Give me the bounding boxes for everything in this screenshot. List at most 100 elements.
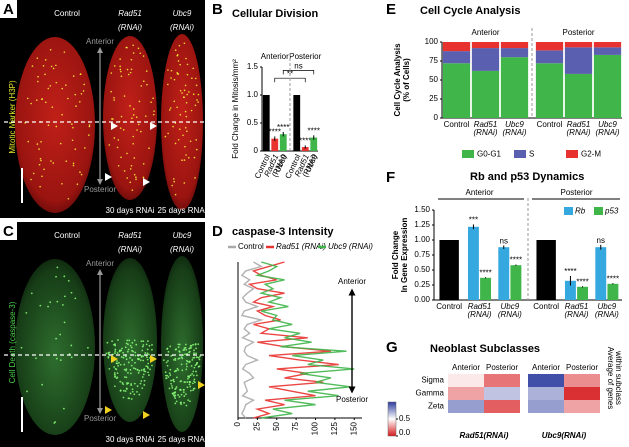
signal-dot <box>142 55 145 57</box>
signal-dot <box>38 148 40 150</box>
signal-dot <box>67 279 70 282</box>
legend-label: Control <box>238 242 264 251</box>
signal-dot <box>145 70 148 72</box>
side-label: Cell Death (caspase-3) <box>8 301 17 383</box>
signal-dot <box>175 376 178 379</box>
signal-dot <box>131 349 133 352</box>
signal-dot <box>172 393 174 395</box>
signal-dot <box>180 403 183 406</box>
signal-dot <box>30 102 32 105</box>
signal-dot <box>178 395 181 398</box>
signal-dot <box>195 148 198 151</box>
signal-dot <box>140 340 143 343</box>
signal-dot <box>177 60 180 62</box>
signal-dot <box>80 93 83 95</box>
signal-dot <box>140 380 143 382</box>
signal-dot <box>177 73 180 75</box>
signal-dot <box>194 343 197 345</box>
significance: **** <box>510 256 522 265</box>
signal-dot <box>148 147 150 150</box>
x-tick-label: 150 <box>349 421 358 435</box>
signal-dot <box>191 382 194 385</box>
signal-dot <box>130 398 133 400</box>
arrowhead <box>198 381 205 389</box>
colorbar-tick-label: 0.5 <box>399 414 411 423</box>
signal-dot <box>119 363 122 366</box>
bar-segment <box>471 42 500 49</box>
signal-dot <box>167 132 169 135</box>
signal-dot <box>116 372 119 375</box>
signal-dot <box>176 106 178 109</box>
heat-cell <box>448 400 484 413</box>
y-axis-title: In Gene Expression <box>400 218 409 293</box>
signal-dot <box>118 350 121 352</box>
signal-dot <box>182 391 185 394</box>
signal-dot <box>131 388 134 391</box>
signal-dot <box>168 372 171 375</box>
signal-dot <box>130 384 133 386</box>
column-label: Control <box>54 231 80 240</box>
signal-dot <box>133 157 136 159</box>
signal-dot <box>132 367 135 370</box>
signal-dot <box>116 360 118 362</box>
timepoint-label: 25 days RNAi <box>158 206 207 215</box>
posterior-label: Posterior <box>84 185 116 194</box>
signal-dot <box>193 156 196 159</box>
signal-dot <box>52 67 55 70</box>
signal-dot <box>32 172 35 175</box>
signal-dot <box>144 352 147 354</box>
signal-dot <box>183 159 186 161</box>
signal-dot <box>175 348 178 351</box>
group-label: Anterior <box>261 52 289 61</box>
bar-segment <box>471 48 500 71</box>
signal-dot <box>47 305 49 308</box>
signal-dot <box>169 107 172 109</box>
signal-dot <box>79 171 81 173</box>
signal-dot <box>127 397 130 400</box>
signal-dot <box>63 51 66 53</box>
significance: ns <box>500 237 508 246</box>
panel-letter: D <box>212 223 223 240</box>
signal-dot <box>135 176 137 179</box>
y-tick-label: 1.50 <box>414 205 430 214</box>
signal-dot <box>41 98 43 100</box>
signal-dot <box>185 115 188 118</box>
signal-dot <box>41 383 44 386</box>
signal-dot <box>173 380 175 383</box>
signal-dot <box>35 357 37 360</box>
signal-dot <box>122 128 125 131</box>
signal-dot <box>119 389 122 392</box>
signal-dot <box>179 389 182 392</box>
x-tick-label: Ubc9 <box>597 302 616 311</box>
significance: **** <box>277 123 289 132</box>
heat-cell <box>528 400 564 413</box>
signal-dot <box>121 347 123 350</box>
signal-dot <box>151 364 153 367</box>
signal-dot <box>136 129 138 131</box>
colorbar-title: Average of genes <box>606 347 615 410</box>
signal-dot <box>152 97 154 100</box>
signal-dot <box>63 321 66 324</box>
signal-dot <box>171 384 173 387</box>
signal-dot <box>44 101 47 104</box>
bar <box>439 240 459 300</box>
x-tick-label: 75 <box>291 421 300 430</box>
signal-dot <box>174 388 177 390</box>
signal-dot <box>174 357 177 360</box>
signal-dot <box>174 369 177 372</box>
signal-dot <box>39 304 42 307</box>
signal-dot <box>186 93 188 96</box>
signal-dot <box>129 181 132 184</box>
signal-dot <box>167 83 169 86</box>
signal-dot <box>56 266 59 269</box>
signal-dot <box>131 117 133 119</box>
arrowhead <box>105 406 112 414</box>
signal-dot <box>194 77 197 80</box>
signal-dot <box>187 375 189 378</box>
signal-dot <box>44 73 46 76</box>
y-axis-title: Fold Change in Mitosis/mm² <box>231 59 240 159</box>
x-tick-label: Control <box>436 302 462 311</box>
signal-dot <box>142 344 145 346</box>
signal-dot <box>43 168 45 171</box>
signal-dot <box>61 183 63 185</box>
